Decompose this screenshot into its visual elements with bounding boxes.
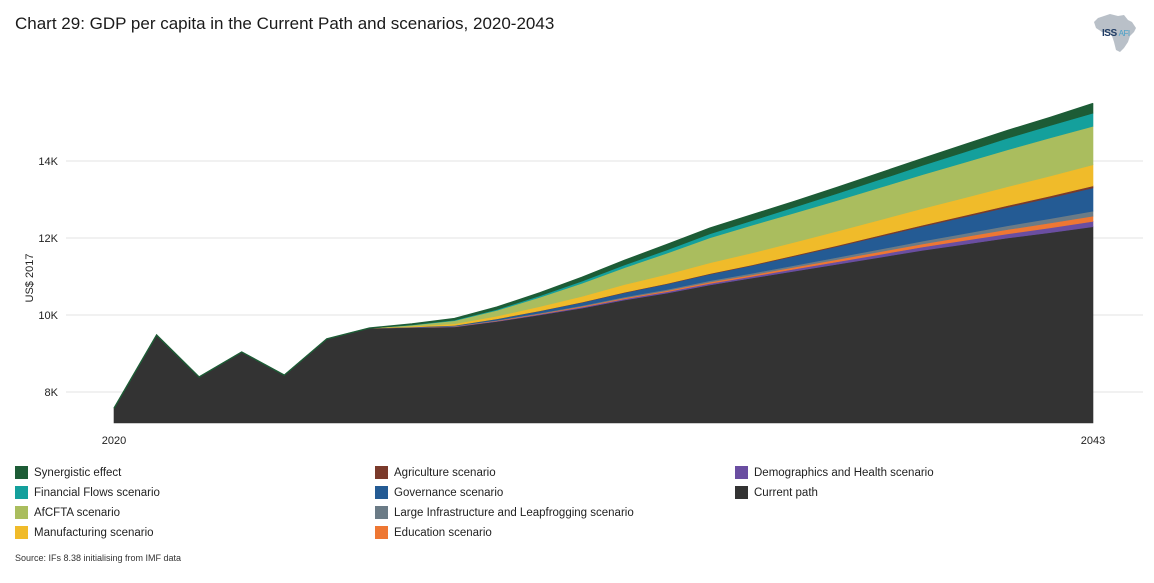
- legend-swatch: [15, 466, 28, 479]
- legend-label: Large Infrastructure and Leapfrogging sc…: [394, 506, 634, 519]
- legend-swatch: [375, 466, 388, 479]
- chart-title: Chart 29: GDP per capita in the Current …: [15, 14, 555, 33]
- legend-label: Demographics and Health scenario: [754, 466, 934, 479]
- legend-swatch: [735, 486, 748, 499]
- legend-label: Agriculture scenario: [394, 466, 496, 479]
- legend-label: Financial Flows scenario: [34, 486, 160, 499]
- logo-suffix: AFI: [1118, 29, 1130, 38]
- legend-item[interactable]: Governance scenario: [375, 486, 503, 499]
- x-tick-label: 2043: [1081, 435, 1105, 447]
- x-axis: 2020 2043: [102, 435, 1105, 447]
- legend-item[interactable]: Agriculture scenario: [375, 466, 496, 479]
- legend-item[interactable]: Manufacturing scenario: [15, 526, 154, 539]
- area-current-path: [113, 226, 1094, 424]
- x-tick-label: 2020: [102, 435, 126, 447]
- legend-swatch: [375, 506, 388, 519]
- logo-name: ISS: [1102, 28, 1117, 39]
- legend-label: Synergistic effect: [34, 466, 122, 479]
- y-axis: 8K 10K 12K 14K: [38, 156, 58, 399]
- y-tick-label: 14K: [38, 156, 58, 168]
- legend-swatch: [375, 486, 388, 499]
- legend-swatch: [15, 526, 28, 539]
- legend-swatch: [735, 466, 748, 479]
- legend-swatch: [375, 526, 388, 539]
- legend-item[interactable]: AfCFTA scenario: [15, 506, 120, 519]
- logo-text: ISS AFI: [1102, 28, 1130, 39]
- y-tick-label: 8K: [45, 387, 59, 399]
- legend-item[interactable]: Synergistic effect: [15, 466, 121, 479]
- legend-swatch: [15, 506, 28, 519]
- legend-swatch: [15, 486, 28, 499]
- stacked-area-chart: 8K 10K 12K 14K 2020 2043 US$ 2017: [24, 102, 1143, 447]
- y-axis-label: US$ 2017: [24, 254, 36, 303]
- legend-label: AfCFTA scenario: [34, 506, 121, 519]
- y-tick-label: 12K: [38, 233, 58, 245]
- legend-label: Education scenario: [394, 526, 492, 539]
- legend-item[interactable]: Large Infrastructure and Leapfrogging sc…: [375, 506, 634, 519]
- africa-map-icon: [1094, 14, 1136, 52]
- source-note: Source: IFs 8.38 initialising from IMF d…: [15, 553, 182, 563]
- legend-label: Manufacturing scenario: [34, 526, 154, 539]
- y-tick-label: 10K: [38, 310, 58, 322]
- legend-item[interactable]: Financial Flows scenario: [15, 486, 160, 499]
- legend-item[interactable]: Education scenario: [375, 526, 492, 539]
- legend-label: Governance scenario: [394, 486, 504, 499]
- legend-item[interactable]: Current path: [735, 486, 818, 499]
- top-edge-line: [113, 102, 1094, 409]
- area-layers: [113, 102, 1094, 424]
- legend-item[interactable]: Demographics and Health scenario: [735, 466, 934, 479]
- legend-label: Current path: [754, 486, 818, 499]
